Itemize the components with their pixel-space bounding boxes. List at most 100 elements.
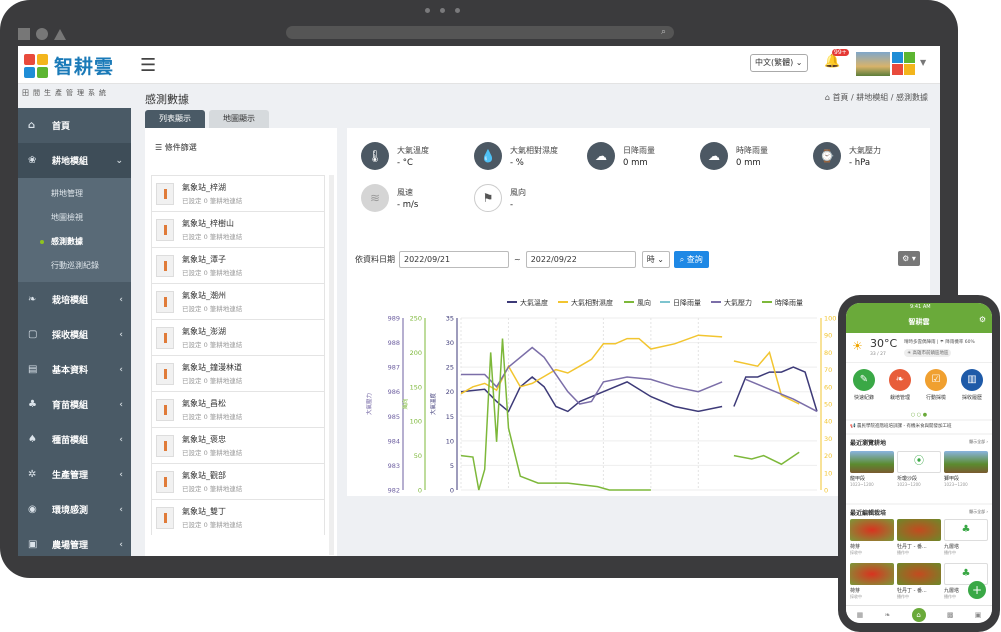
box-icon[interactable]: ▣ xyxy=(974,610,982,619)
temp-tick-label: 35 xyxy=(446,315,454,323)
phone-notice[interactable]: 📢 農民學院進階班培訓課 - 有機米食與開發加工班 xyxy=(846,421,992,433)
query-button[interactable]: ⌕ 查詢 xyxy=(673,251,709,268)
phone-weather: ☀ 30°C 33 / 27 晴時多雲偶陣雨 | ☂ 降雨機率 60% ☀ 高雄… xyxy=(846,333,992,363)
show-all-link[interactable]: 顯示全部 › xyxy=(969,509,988,514)
crop-card[interactable]: 荷芽 採收中 xyxy=(850,519,894,556)
tab-map[interactable]: 地圖顯示 xyxy=(209,110,269,128)
harvest-history-button[interactable]: ▥ 採收履歷 xyxy=(957,369,987,401)
crop-card[interactable]: 荷芽 採收中 xyxy=(850,563,894,600)
main-content: 感測數據 ⌂ 首頁 / 耕地模組 / 感測數據 列表顯示 地圖顯示 ☰ 條件篩選… xyxy=(131,84,940,556)
sidebar-item-seedling[interactable]: ♠ 種苗模組 ‹ xyxy=(28,434,123,446)
field-card[interactable]: 龍甲段 1023~1200 xyxy=(850,451,894,487)
submenu-item-sensor-data[interactable]: 感測數據 xyxy=(18,230,131,254)
scrollbar[interactable] xyxy=(329,175,334,555)
humid-tick-label: 0 xyxy=(824,487,828,495)
address-bar[interactable]: ⌕ xyxy=(286,26,674,39)
temp-tick-label: 15 xyxy=(446,413,454,421)
crop-card[interactable]: ♣ 九層塔 播作中 xyxy=(944,563,988,600)
humid-tick-label: 20 xyxy=(824,452,832,460)
sidebar-item-production[interactable]: ✲ 生產管理 ‹ xyxy=(28,469,123,481)
clipboard-icon: ▢ xyxy=(28,329,38,340)
list-item[interactable]: 氣象站_鐘漫林道 已設定 0 筆耕地連結 xyxy=(151,355,325,391)
add-fab-button[interactable]: + xyxy=(968,581,986,599)
sprout-icon: ♣ xyxy=(28,399,37,410)
station-name: 氣象站_褒忠 xyxy=(182,435,226,444)
crop-card[interactable]: 牡丹丁 - 番... 播作中 xyxy=(897,519,941,556)
search-icon[interactable]: ⌕ xyxy=(660,27,666,37)
phone-weather-tag: ☀ 高雄市前鎮區地區 xyxy=(904,349,952,357)
settings-gear-icon[interactable]: ⚙ ▾ xyxy=(898,251,920,266)
crop-card[interactable]: ♣ 九層塔 播作中 xyxy=(944,519,988,556)
cultivation-button[interactable]: ❧ 栽培管理 xyxy=(885,369,915,401)
list-item[interactable]: 氣象站_雙丁 已設定 0 筆耕地連結 xyxy=(151,499,325,535)
unit-select[interactable]: 時 ⌄ xyxy=(641,251,670,268)
app-switcher-icon[interactable] xyxy=(892,52,915,75)
language-select[interactable]: 中文(繁體) ⌄ xyxy=(750,54,808,72)
submenu-item-field-management[interactable]: 耕地管理 xyxy=(51,189,83,198)
winddir-tick-label: 150 xyxy=(410,383,422,391)
breadcrumb[interactable]: ⌂ 首頁 / 耕地模組 / 感測數據 xyxy=(824,93,928,102)
sidebar-item-cultivation[interactable]: ❧ 栽培模組 ‹ xyxy=(28,294,123,306)
home-icon[interactable]: ⌂ xyxy=(911,607,926,622)
list-item[interactable]: 氣象站_褒忠 已設定 0 筆耕地連結 xyxy=(151,427,325,463)
station-icon xyxy=(156,506,174,529)
filter-toggle[interactable]: ☰ 條件篩選 xyxy=(155,143,197,152)
list-item[interactable]: 氣象站_昌松 已設定 0 筆耕地連結 xyxy=(151,391,325,427)
field-card[interactable]: 獅甲段 1023~1200 xyxy=(944,451,988,487)
logo[interactable]: 智耕雲 xyxy=(24,52,114,79)
pager-dots[interactable]: ○ ○ ● xyxy=(846,411,992,419)
winddir-tick-label: 50 xyxy=(414,452,422,460)
bee-icon: ✲ xyxy=(28,469,37,480)
station-icon xyxy=(156,434,174,457)
hamburger-menu-icon[interactable]: ☰ xyxy=(140,55,157,76)
sidebar-item-home[interactable]: ⌂ 首頁 xyxy=(28,120,71,132)
list-item[interactable]: 氣象站_澎湖 已設定 0 筆耕地連結 xyxy=(151,319,325,355)
bell-icon[interactable]: 🔔 xyxy=(824,54,841,69)
crop-card[interactable]: 牡丹丁 - 番... 播作中 xyxy=(897,563,941,600)
submenu: 耕地管理 地圖檢視 感測數據 行動巡測紀錄 xyxy=(18,178,131,282)
winddir-tick-label: 250 xyxy=(410,315,422,323)
submenu-item-map-view[interactable]: 地圖檢視 xyxy=(51,213,83,222)
sun-icon: ☀ xyxy=(852,339,863,353)
submenu-item-mobile-records[interactable]: 行動巡測紀錄 xyxy=(51,261,99,270)
square-icon[interactable] xyxy=(18,28,30,40)
chevron-down-icon[interactable]: ▼ xyxy=(920,58,927,67)
winddir-tick-label: 0 xyxy=(418,487,422,495)
station-list-panel: ☰ 條件篩選 氣象站_梓湖 已設定 0 筆耕地連結 氣象站_梓樹山 已設定 0 筆耕地… xyxy=(145,128,337,556)
sidebar-item-basic-data[interactable]: ▤ 基本資料 ‹ xyxy=(28,364,123,376)
triangle-icon[interactable] xyxy=(54,28,66,40)
sidebar-item-sensing[interactable]: ◉ 環境感測 ‹ xyxy=(28,504,123,516)
temp-tick-label: 0 xyxy=(450,487,454,495)
list-item[interactable]: 氣象站_潭子 已設定 0 筆耕地連結 xyxy=(151,247,325,283)
list-item[interactable]: 氣象站_梓湖 已設定 0 筆耕地連結 xyxy=(151,175,325,211)
leaf-icon: ❧ xyxy=(28,294,37,305)
list-item[interactable]: 氣象站_潮州 已設定 0 筆耕地連結 xyxy=(151,283,325,319)
phone-settings-icon[interactable]: ⚙ xyxy=(978,315,986,324)
sidebar-item-nursery[interactable]: ♣ 育苗模組 ‹ xyxy=(28,399,123,411)
date-label: 依資料日期 xyxy=(355,255,395,264)
sidebar-item-harvest[interactable]: ▢ 採收模組 ‹ xyxy=(28,329,123,341)
chevron-left-icon: ‹ xyxy=(119,399,123,410)
quick-record-button[interactable]: ✎ 快速紀錄 xyxy=(849,369,879,401)
sidebar-item-field-module[interactable]: ❀ 耕地模組 ⌄ xyxy=(18,143,131,178)
station-icon xyxy=(156,326,174,349)
date-to-input[interactable]: 2022/09/22 xyxy=(525,251,636,268)
field-icon: ❀ xyxy=(28,155,37,166)
show-all-link[interactable]: 顯示全部 › xyxy=(969,439,988,444)
station-name: 氣象站_澎湖 xyxy=(182,327,226,336)
list-item[interactable]: 氣象站_觀部 已設定 0 筆耕地連結 xyxy=(151,463,325,499)
mobile-inspect-button[interactable]: ☑ 行動採檢 xyxy=(921,369,951,401)
calendar-icon[interactable]: ▦ xyxy=(856,610,864,619)
grid-icon[interactable]: ▩ xyxy=(946,610,954,619)
tab-list[interactable]: 列表顯示 xyxy=(145,110,205,128)
pressure-tick-label: 985 xyxy=(388,413,400,421)
date-from-input[interactable]: 2022/09/21 xyxy=(399,251,509,268)
avatar[interactable] xyxy=(856,52,890,76)
circle-icon[interactable] xyxy=(36,28,48,40)
logo-mark xyxy=(24,53,48,78)
list-item[interactable]: 氣象站_梓樹山 已設定 0 筆耕地連結 xyxy=(151,211,325,247)
sidebar-item-farm[interactable]: ▣ 農場管理 ‹ xyxy=(28,539,123,551)
legend-label: 大氣相對濕度 xyxy=(571,298,613,307)
field-card[interactable]: ⦿ 圻瓊沙段 1023~1200 xyxy=(897,451,941,487)
leaf-icon[interactable]: ❧ xyxy=(884,610,891,619)
